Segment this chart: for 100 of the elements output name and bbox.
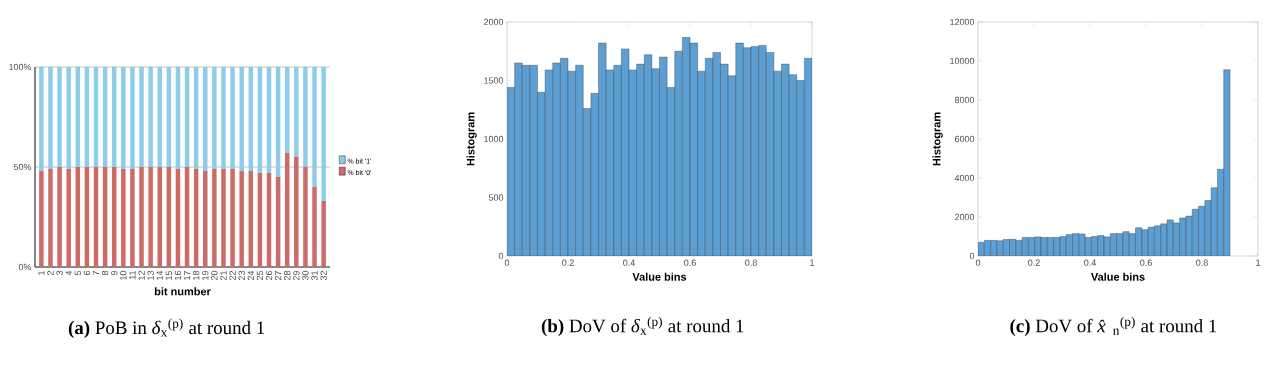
x-tick-label: 15 xyxy=(165,270,172,280)
x-axis-title: Value bins xyxy=(1090,272,1145,281)
x-tick-label: 18 xyxy=(192,270,200,280)
x-tick-label: 9 xyxy=(111,270,118,276)
x-tick-label: 0 xyxy=(504,259,510,266)
bar xyxy=(321,201,326,267)
bar xyxy=(66,169,71,267)
bar xyxy=(148,167,153,267)
bar xyxy=(48,67,53,169)
y-tick-label: 1000 xyxy=(484,135,504,143)
bar xyxy=(57,67,62,167)
bar xyxy=(121,67,126,169)
x-tick-label: 7 xyxy=(92,270,100,276)
x-tick-label: 19 xyxy=(202,270,209,280)
bar xyxy=(230,67,235,169)
bar xyxy=(312,187,317,267)
bar xyxy=(212,67,217,169)
x-axis-title: Value bins xyxy=(632,272,687,281)
x-tick-label: 2 xyxy=(47,270,54,276)
y-tick-label: 2000 xyxy=(483,18,504,26)
bar xyxy=(139,67,144,167)
x-tick-label: 8 xyxy=(101,270,109,276)
x-tick-label: 0.6 xyxy=(1140,259,1152,266)
y-tick-label: 500 xyxy=(488,194,504,201)
bar xyxy=(39,67,44,171)
x-tick-label: 1 xyxy=(1256,259,1261,266)
bar xyxy=(312,67,317,187)
bar xyxy=(239,67,244,171)
y-tick-label: 0 xyxy=(969,252,975,260)
bar xyxy=(303,67,308,167)
y-tick-label: 4000 xyxy=(954,174,975,182)
y-tick-label: 1500 xyxy=(484,77,504,84)
x-tick-label: 23 xyxy=(238,270,245,281)
x-tick-label: 29 xyxy=(293,270,300,281)
bar xyxy=(203,171,208,267)
bar xyxy=(203,67,208,171)
y-axis-title: Histogram xyxy=(932,112,943,166)
x-tick-label: 22 xyxy=(229,270,236,281)
bar xyxy=(121,169,126,267)
x-tick-label: 12 xyxy=(138,270,145,280)
x-tick-label: 10 xyxy=(120,270,127,280)
x-tick-label: 24 xyxy=(247,270,254,281)
bar xyxy=(221,67,226,169)
x-tick-label: 16 xyxy=(174,270,182,280)
x-tick-label: 0.6 xyxy=(684,259,696,266)
text: (b) DoV of δ$_{x}$$^{(p)}$ at round 1 xyxy=(541,316,744,337)
bar xyxy=(321,67,326,201)
x-tick-label: 0 xyxy=(975,259,981,266)
bar xyxy=(239,171,244,267)
bar xyxy=(39,171,44,267)
x-tick-label: 3 xyxy=(56,270,63,276)
bar xyxy=(148,67,153,167)
y-tick-label: 10000 xyxy=(950,57,975,65)
x-tick-label: 20 xyxy=(211,270,218,281)
bar xyxy=(57,167,62,267)
x-tick-label: 21 xyxy=(220,270,227,281)
bar xyxy=(139,167,144,267)
x-tick-label: 31 xyxy=(311,270,318,281)
bar xyxy=(294,157,299,267)
y-tick-label: 0% xyxy=(18,263,32,271)
y-tick-label: 6000 xyxy=(955,135,975,143)
bar xyxy=(221,169,226,267)
bar xyxy=(130,67,135,169)
x-tick-label: 5 xyxy=(74,270,81,276)
text: (c) DoV of x̂$_{n}$$^{(p)}$ at round 1 xyxy=(1010,316,1217,337)
bar xyxy=(230,169,235,267)
bar xyxy=(157,167,162,267)
x-tick-label: 27 xyxy=(274,270,282,281)
bar xyxy=(48,169,53,267)
x-tick-label: 28 xyxy=(284,270,291,281)
bar xyxy=(66,67,71,169)
x-tick-label: 32 xyxy=(320,270,327,281)
text: (a) PoB in δ$_{x}$$^{(p)}$ at round 1 xyxy=(68,318,265,339)
x-tick-label: 26 xyxy=(265,270,273,281)
x-tick-label: 30 xyxy=(302,270,309,281)
x-tick-label: 13 xyxy=(147,270,154,280)
x-tick-label: 0.2 xyxy=(562,259,574,266)
y-tick-label: 50% xyxy=(13,163,32,171)
x-tick-label: 14 xyxy=(156,270,163,280)
x-tick-label: 1 xyxy=(38,270,45,275)
y-tick-label: 8000 xyxy=(954,96,975,104)
x-tick-label: 6 xyxy=(83,270,91,276)
bar xyxy=(157,67,162,167)
bar xyxy=(130,169,135,267)
bar xyxy=(212,169,217,267)
y-tick-label: 12000 xyxy=(950,18,975,26)
x-tick-label: 0.8 xyxy=(745,259,757,266)
y-axis-title: Histogram xyxy=(466,112,477,166)
y-tick-label: 2000 xyxy=(955,213,975,221)
y-tick-label: 100% xyxy=(9,63,32,71)
x-axis-title: bit number xyxy=(154,287,211,296)
x-tick-label: 25 xyxy=(256,270,264,281)
x-tick-label: 1 xyxy=(810,259,815,266)
x-tick-label: 0.4 xyxy=(623,259,635,266)
x-tick-label: 17 xyxy=(183,270,191,280)
x-tick-label: 0.4 xyxy=(1084,259,1096,266)
x-tick-label: 11 xyxy=(129,270,136,280)
bar xyxy=(294,67,299,157)
x-tick-label: 4 xyxy=(65,270,72,276)
x-tick-label: 0.2 xyxy=(1028,259,1040,266)
